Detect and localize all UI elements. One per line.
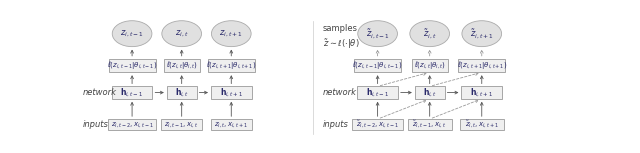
FancyBboxPatch shape xyxy=(415,86,445,99)
Text: $\mathbf{h}_{i,t-1}$: $\mathbf{h}_{i,t-1}$ xyxy=(120,86,144,99)
Text: $\mathbf{h}_{i,t+1}$: $\mathbf{h}_{i,t+1}$ xyxy=(220,86,243,99)
Text: $z_{i,t+1}$: $z_{i,t+1}$ xyxy=(220,29,243,39)
Text: $\ell(z_{i,t+1}|\theta_{i,t+1})$: $\ell(z_{i,t+1}|\theta_{i,t+1})$ xyxy=(456,60,507,71)
Text: $\tilde{z}_{i,t-2}, x_{i,t-1}$: $\tilde{z}_{i,t-2}, x_{i,t-1}$ xyxy=(356,119,399,130)
Text: $\tilde{z} \sim \ell(\cdot|\theta)$: $\tilde{z} \sim \ell(\cdot|\theta)$ xyxy=(323,37,360,51)
FancyBboxPatch shape xyxy=(408,119,451,130)
Text: inputs: inputs xyxy=(83,120,108,129)
Text: $z_{i,t-2}, x_{i,t-1}$: $z_{i,t-2}, x_{i,t-1}$ xyxy=(111,120,154,129)
Text: $\ell(z_{i,t}|\theta_{i,t})$: $\ell(z_{i,t}|\theta_{i,t})$ xyxy=(413,60,446,71)
FancyBboxPatch shape xyxy=(412,59,447,72)
FancyBboxPatch shape xyxy=(161,119,202,130)
Text: $\ell(z_{i,t-1}|\theta_{i,t-1})$: $\ell(z_{i,t-1}|\theta_{i,t-1})$ xyxy=(353,60,403,71)
Text: $\ell(z_{i,t}|\theta_{i,t})$: $\ell(z_{i,t}|\theta_{i,t})$ xyxy=(166,60,198,71)
Text: $\mathbf{h}_{i,t}$: $\mathbf{h}_{i,t}$ xyxy=(422,86,436,99)
Text: inputs: inputs xyxy=(323,120,349,129)
Ellipse shape xyxy=(211,21,251,47)
Text: $\mathbf{h}_{i,t}$: $\mathbf{h}_{i,t}$ xyxy=(175,86,189,99)
Text: $\tilde{z}_{i,t}$: $\tilde{z}_{i,t}$ xyxy=(423,27,436,40)
Ellipse shape xyxy=(410,21,449,47)
FancyBboxPatch shape xyxy=(354,59,401,72)
Text: $\mathbf{h}_{i,t-1}$: $\mathbf{h}_{i,t-1}$ xyxy=(366,86,389,99)
Text: $\tilde{z}_{i,t}, x_{i,t+1}$: $\tilde{z}_{i,t}, x_{i,t+1}$ xyxy=(465,119,499,130)
FancyBboxPatch shape xyxy=(460,119,504,130)
FancyBboxPatch shape xyxy=(357,86,398,99)
FancyBboxPatch shape xyxy=(167,86,196,99)
FancyBboxPatch shape xyxy=(164,59,200,72)
FancyBboxPatch shape xyxy=(211,119,252,130)
Text: $z_{i,t}$: $z_{i,t}$ xyxy=(175,29,188,39)
Text: $\mathbf{h}_{i,t+1}$: $\mathbf{h}_{i,t+1}$ xyxy=(470,86,493,99)
Text: $\tilde{z}_{i,t-1}$: $\tilde{z}_{i,t-1}$ xyxy=(365,27,390,40)
Ellipse shape xyxy=(358,21,397,47)
Ellipse shape xyxy=(112,21,152,47)
FancyBboxPatch shape xyxy=(352,119,403,130)
Text: $z_{i,t-1}, x_{i,t}$: $z_{i,t-1}, x_{i,t}$ xyxy=(164,120,199,129)
FancyBboxPatch shape xyxy=(108,119,156,130)
FancyBboxPatch shape xyxy=(458,59,506,72)
Text: $\ell(z_{i,t-1}|\theta_{i,t-1})$: $\ell(z_{i,t-1}|\theta_{i,t-1})$ xyxy=(107,60,157,71)
FancyBboxPatch shape xyxy=(211,86,252,99)
FancyBboxPatch shape xyxy=(112,86,152,99)
Text: $\ell(z_{i,t+1}|\theta_{i,t+1})$: $\ell(z_{i,t+1}|\theta_{i,t+1})$ xyxy=(206,60,257,71)
Ellipse shape xyxy=(462,21,502,47)
Ellipse shape xyxy=(162,21,202,47)
Text: network: network xyxy=(83,88,116,97)
Text: $z_{i,t}, x_{i,t+1}$: $z_{i,t}, x_{i,t+1}$ xyxy=(214,120,248,129)
Text: $z_{i,t-1}$: $z_{i,t-1}$ xyxy=(120,29,144,39)
FancyBboxPatch shape xyxy=(208,59,255,72)
Text: samples: samples xyxy=(323,24,358,33)
Text: $\tilde{z}_{i,t+1}$: $\tilde{z}_{i,t+1}$ xyxy=(470,27,493,40)
FancyBboxPatch shape xyxy=(109,59,156,72)
FancyBboxPatch shape xyxy=(461,86,502,99)
Text: network: network xyxy=(323,88,357,97)
Text: $\tilde{z}_{i,t-1}, x_{i,t}$: $\tilde{z}_{i,t-1}, x_{i,t}$ xyxy=(412,119,447,130)
